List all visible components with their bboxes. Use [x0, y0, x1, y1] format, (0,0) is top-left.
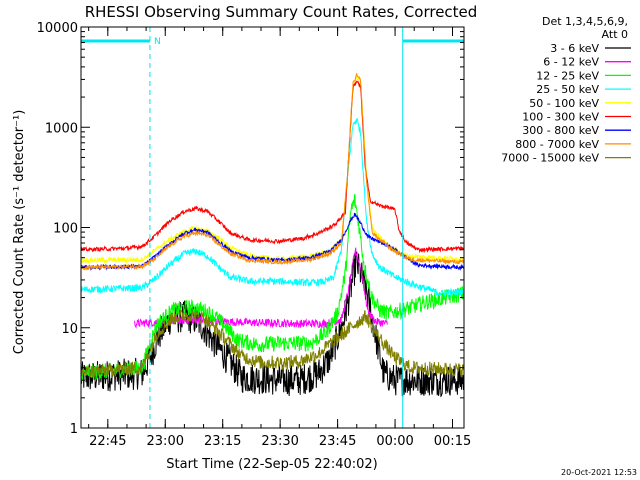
legend-label-6: 300 - 800 keV — [522, 124, 599, 137]
chart-title: RHESSI Observing Summary Count Rates, Co… — [85, 3, 478, 21]
x-tick-label: 00:15 — [434, 434, 471, 449]
legend-label-3: 25 - 50 keV — [536, 83, 599, 96]
legend-label-5: 100 - 300 keV — [522, 111, 599, 124]
y-tick-label: 10 — [61, 322, 78, 337]
x-tick-label: 22:45 — [89, 434, 126, 449]
y-tick-label: 1 — [70, 422, 78, 437]
x-tick-label: 23:45 — [319, 434, 356, 449]
y-tick-label: 1000 — [45, 121, 78, 136]
y-tick-label: 10000 — [37, 21, 78, 36]
series-line-3 — [80, 118, 465, 298]
axes-layer: 1 10 100 1000 10000 22:45 23:00 23:15 23:30 23:45… — [37, 21, 472, 449]
legend-label-0: 3 - 6 keV — [550, 42, 599, 55]
legend-label-8: 7000 - 15000 keV — [501, 152, 599, 165]
legend-header-line-1: Det 1,3,4,5,6,9, — [542, 15, 628, 28]
legend-label-1: 6 - 12 keV — [543, 56, 599, 69]
legend-label-4: 50 - 100 keV — [529, 97, 599, 110]
y-axis-label: Corrected Count Rate (s⁻¹ detector⁻¹) — [12, 110, 27, 355]
series-line-8 — [80, 309, 465, 378]
legend-header-line-2: Att 0 — [602, 28, 628, 41]
night-marker: N — [154, 37, 161, 47]
series-line-7 — [80, 73, 465, 271]
x-tick-label: 23:30 — [261, 434, 298, 449]
render-timestamp: 20-Oct-2021 12:53 — [561, 468, 637, 477]
legend-label-2: 12 - 25 keV — [536, 69, 599, 82]
series-layer — [80, 73, 465, 398]
x-tick-label: 00:00 — [376, 434, 413, 449]
series-line-4 — [80, 75, 465, 264]
legend-label-7: 800 - 7000 keV — [515, 138, 599, 151]
x-tick-label: 23:15 — [204, 434, 241, 449]
series-line-2 — [80, 193, 465, 382]
series-line-1 — [134, 247, 388, 330]
x-tick-label: 23:00 — [147, 434, 184, 449]
series-line-5 — [80, 80, 465, 254]
x-axis-label: Start Time (22-Sep-05 22:40:02) — [166, 457, 377, 472]
y-tick-label: 100 — [53, 222, 78, 237]
